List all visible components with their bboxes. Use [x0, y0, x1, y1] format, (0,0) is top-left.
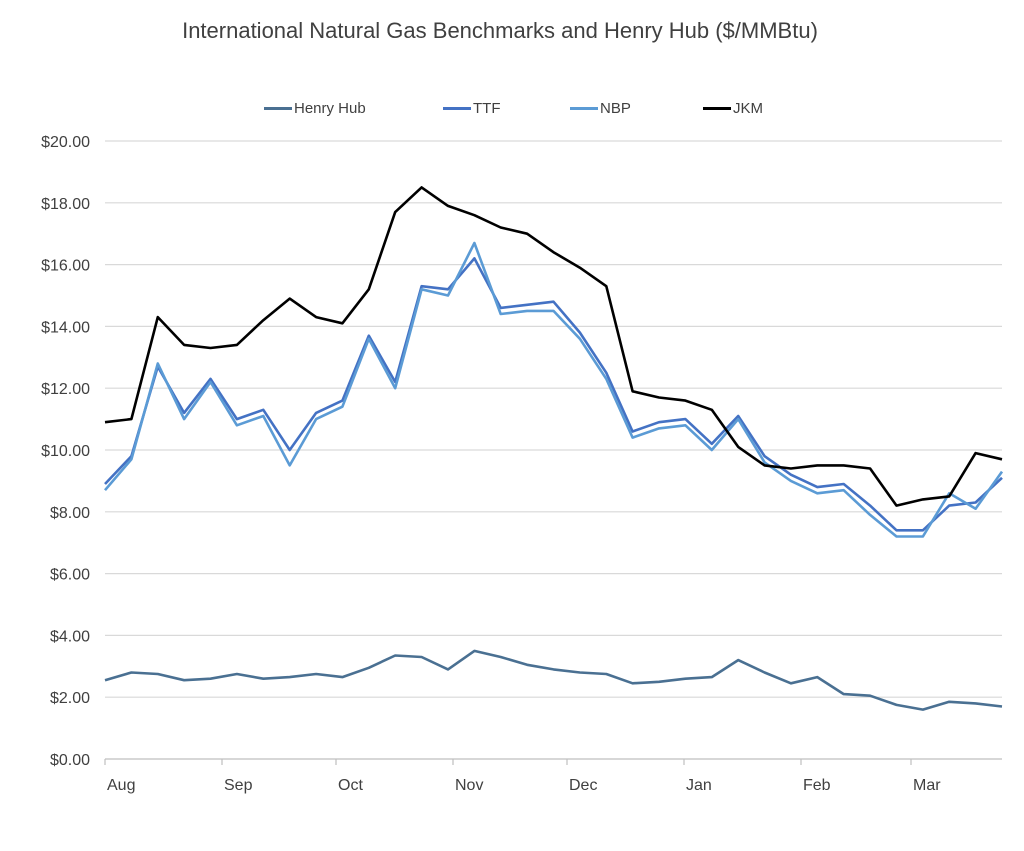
y-tick-label: $8.00	[50, 505, 90, 522]
x-tick-label: Mar	[913, 777, 941, 794]
series-line-henry-hub	[104, 649, 1003, 711]
legend-item-jkm: JKM	[703, 100, 763, 117]
x-tick-label: Oct	[338, 777, 363, 794]
series-lines	[104, 186, 1004, 711]
legend-swatch-ttf-icon	[443, 107, 471, 110]
y-tick-label: $10.00	[41, 443, 90, 460]
legend-swatch-jkm-icon	[703, 107, 731, 110]
y-axis: $0.00 $2.00 $4.00 $6.00 $8.00 $10.00 $12.00 $14…	[41, 134, 90, 769]
x-tick-label: Dec	[569, 777, 597, 794]
y-tick-label: $20.00	[41, 134, 90, 151]
x-tick-label: Aug	[107, 777, 135, 794]
legend-swatch-nbp-icon	[570, 107, 598, 110]
chart-legend: Henry Hub TTF NBP JKM	[0, 100, 1024, 122]
legend-label: NBP	[600, 100, 631, 117]
x-tick-label: Jan	[686, 777, 712, 794]
series-line-ttf	[104, 257, 1003, 532]
legend-swatch-henry-hub-icon	[264, 107, 292, 110]
x-tick-label: Sep	[224, 777, 253, 794]
y-tick-label: $2.00	[50, 690, 90, 707]
series-line-jkm	[104, 186, 1003, 507]
x-tick-label: Feb	[803, 777, 831, 794]
chart-title: International Natural Gas Benchmarks and…	[182, 18, 818, 43]
series-line-nbp	[104, 241, 1004, 538]
legend-label: TTF	[473, 100, 501, 117]
legend-item-henry-hub: Henry Hub	[264, 100, 366, 117]
x-tick-label: Nov	[455, 777, 483, 794]
y-tick-label: $16.00	[41, 258, 90, 275]
x-axis: Aug Sep Oct Nov Dec Jan Feb Mar	[104, 758, 1002, 794]
legend-item-nbp: NBP	[570, 100, 631, 117]
legend-label: Henry Hub	[294, 100, 366, 117]
y-tick-label: $18.00	[41, 196, 90, 213]
legend-label: JKM	[733, 100, 763, 117]
y-tick-label: $4.00	[50, 628, 90, 645]
y-tick-label: $12.00	[41, 381, 90, 398]
y-tick-label: $0.00	[50, 752, 90, 769]
legend-item-ttf: TTF	[443, 100, 501, 117]
gridlines	[105, 140, 1002, 698]
y-tick-label: $6.00	[50, 567, 90, 584]
y-tick-label: $14.00	[41, 319, 90, 336]
